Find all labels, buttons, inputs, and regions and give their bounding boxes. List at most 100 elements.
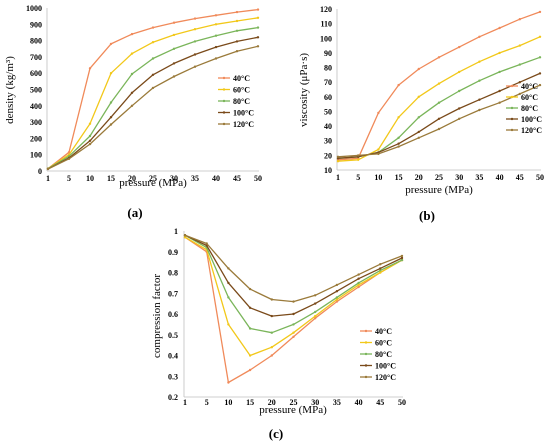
x-tick-label: 10 [86,174,94,183]
legend-marker [222,88,226,91]
legend-marker [510,95,514,99]
legend: 40°C 60°C 80°C 100°C 120°C [218,74,254,129]
y-tick-label: 110 [320,20,332,29]
y-tick-label: 0.8 [168,269,178,278]
data-point [292,323,295,326]
y-tick-label: 0.2 [168,393,178,402]
y-axis-title: viscosity (μPa·s) [298,53,310,127]
data-point [498,89,501,93]
legend: 40°C 60°C 80°C 100°C 120°C [360,327,396,382]
y-tick-label: 800 [30,37,42,46]
series-lines [336,10,542,163]
data-point [88,67,92,70]
x-tick-label: 35 [475,173,483,182]
y-tick-label: 30 [324,137,332,146]
legend-label: 100°C [233,109,254,118]
y-tick-label: 900 [30,20,42,29]
legend-marker [222,99,226,103]
x-tick-label: 20 [415,173,423,182]
legend-label: 40°C [233,74,250,83]
legend-label: 100°C [521,115,542,124]
x-tick-label: 5 [356,173,360,182]
data-point [172,47,176,50]
legend-label: 80°C [375,350,392,359]
data-point [292,312,295,316]
data-point [518,92,521,96]
data-point [400,258,404,262]
data-point [458,89,461,93]
x-tick-label: 15 [395,173,403,182]
data-point [314,314,317,318]
y-tick-label: 40 [324,122,332,131]
data-point [205,242,208,245]
data-point [256,26,260,29]
data-point [193,28,197,31]
series-lines [46,8,260,171]
data-point [248,368,252,372]
legend-label: 120°C [521,126,542,135]
legend-marker [510,106,514,110]
legend-marker [222,76,226,80]
data-point [498,26,501,30]
x-tick-label: 1 [46,174,50,183]
data-point [193,65,197,68]
legend-label: 100°C [375,362,396,371]
legend-label: 80°C [521,104,538,113]
data-point [227,281,230,285]
data-point [458,107,461,110]
data-point [88,134,92,138]
data-point [437,82,441,85]
x-tick-label: 15 [246,398,254,407]
legend-label: 40°C [375,327,392,336]
x-tick-label: 10 [224,398,232,407]
data-point [130,91,134,95]
legend-marker [364,341,368,344]
data-point [227,267,230,270]
panel-label: (b) [419,208,435,223]
data-point [151,57,155,60]
data-point [151,86,155,90]
data-point [214,45,218,49]
x-tick-label: 20 [128,174,136,183]
y-tick-label: 500 [30,86,42,95]
data-point [235,19,239,23]
data-point [183,234,187,237]
panel-label: (c) [269,426,283,441]
data-point [379,263,382,266]
y-tick-label: 120 [320,5,332,14]
data-point [151,41,155,44]
x-tick-label: 1 [183,398,187,407]
data-point [292,331,295,334]
data-point [458,45,461,49]
data-point [270,314,273,318]
data-point [270,298,273,301]
data-point [478,98,481,101]
data-point [130,52,134,55]
legend-marker [510,84,514,88]
y-tick-label: 100 [320,34,332,43]
data-point [130,104,134,108]
data-point [478,60,481,63]
y-tick-label: 200 [30,134,42,143]
data-point [172,62,176,65]
legend-marker [510,128,514,132]
legend-label: 40°C [521,82,538,91]
compression-factor-chart: 0.20.30.40.50.60.70.80.91 1 5 10 15 20 25 30 35… [151,227,406,441]
legend: 40°C 60°C 80°C 100°C 120°C [506,82,542,135]
data-point [193,53,197,56]
x-tick-label: 45 [233,174,241,183]
data-point [172,33,176,37]
data-point [183,236,187,239]
data-point [458,117,461,121]
data-point [88,142,92,146]
data-point [397,142,400,145]
data-point [437,117,441,121]
data-point [518,63,521,66]
data-point [400,254,404,258]
data-point [109,123,113,126]
data-point [336,160,340,163]
data-point [256,8,260,11]
x-tick-label: 5 [67,174,71,183]
